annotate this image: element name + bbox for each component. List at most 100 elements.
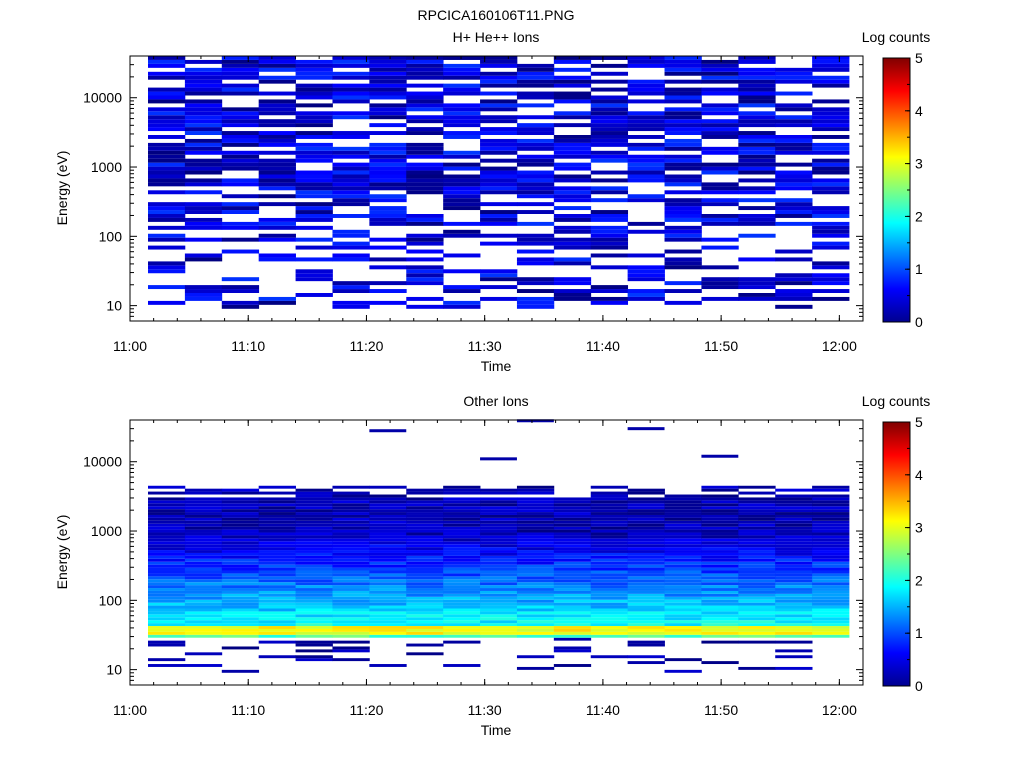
heatmap-cell bbox=[480, 269, 518, 274]
heatmap-cell bbox=[221, 289, 260, 293]
heatmap-cell bbox=[295, 541, 333, 545]
heatmap-cell bbox=[406, 605, 444, 609]
heatmap-cell bbox=[369, 111, 407, 116]
heatmap-cell bbox=[664, 593, 702, 597]
heatmap-cell bbox=[516, 535, 555, 539]
heatmap-cell bbox=[738, 634, 776, 638]
heatmap-cell bbox=[443, 229, 481, 234]
heatmap-cell bbox=[443, 558, 481, 562]
heatmap-cell bbox=[184, 523, 223, 527]
heatmap-cell bbox=[295, 582, 333, 586]
heatmap-cell bbox=[258, 558, 296, 562]
heatmap-cell bbox=[184, 555, 223, 559]
heatmap-cell bbox=[775, 281, 813, 286]
heatmap-cell bbox=[406, 75, 444, 80]
heatmap-cell bbox=[701, 150, 739, 155]
heatmap-cell bbox=[627, 570, 665, 574]
heatmap-cell bbox=[738, 631, 776, 635]
heatmap-cell bbox=[148, 91, 186, 96]
heatmap-cell bbox=[148, 87, 186, 92]
colorbar-tick-label: 5 bbox=[915, 50, 923, 66]
heatmap-cell bbox=[516, 67, 555, 72]
heatmap-cell bbox=[664, 623, 702, 627]
heatmap-cell bbox=[812, 634, 850, 638]
heatmap-cell bbox=[184, 561, 223, 565]
heatmap-cell bbox=[221, 634, 260, 638]
heatmap-cell bbox=[369, 142, 407, 147]
heatmap-cell bbox=[812, 555, 850, 559]
colorbar-tick-label: 3 bbox=[915, 520, 923, 536]
heatmap-cell bbox=[369, 590, 407, 594]
heatmap-cell bbox=[443, 555, 481, 559]
heatmap-cell bbox=[406, 304, 444, 309]
heatmap-cell bbox=[221, 623, 260, 627]
heatmap-cell bbox=[406, 614, 444, 618]
heatmap-cell bbox=[295, 158, 333, 163]
heatmap-cell bbox=[184, 558, 223, 562]
heatmap-cell bbox=[369, 174, 407, 179]
heatmap-cell bbox=[221, 626, 260, 629]
heatmap-cell bbox=[148, 552, 186, 556]
heatmap-cell bbox=[406, 596, 444, 600]
heatmap-cell bbox=[812, 119, 850, 124]
heatmap-cell bbox=[775, 500, 813, 504]
heatmap-cell bbox=[664, 115, 702, 120]
x-tick-label: 11:00 bbox=[113, 702, 147, 718]
heatmap-cell bbox=[184, 296, 223, 301]
heatmap-cell bbox=[332, 593, 370, 597]
heatmap-cell bbox=[516, 558, 555, 562]
heatmap-cell bbox=[295, 186, 333, 191]
heatmap-cell bbox=[369, 526, 407, 530]
heatmap-cell bbox=[812, 289, 850, 293]
heatmap-cell bbox=[480, 166, 518, 171]
heatmap-cell bbox=[443, 514, 481, 518]
x-tick-label: 11:50 bbox=[704, 702, 738, 718]
heatmap-cell bbox=[148, 517, 186, 521]
heatmap-cell bbox=[627, 529, 665, 533]
heatmap-cell bbox=[369, 166, 407, 171]
heatmap-cell bbox=[369, 544, 407, 548]
heatmap-cell bbox=[443, 285, 481, 290]
heatmap-cell bbox=[480, 602, 518, 606]
heatmap-cell bbox=[369, 512, 407, 515]
y-axis-label: Energy (eV) bbox=[54, 151, 70, 226]
heatmap-cell bbox=[516, 233, 555, 238]
heatmap-cell bbox=[443, 573, 481, 577]
heatmap-cell bbox=[590, 491, 629, 495]
heatmap-cell bbox=[701, 494, 739, 498]
heatmap-cell bbox=[369, 281, 407, 286]
heatmap-cell bbox=[258, 582, 296, 586]
heatmap-cell bbox=[295, 75, 333, 80]
heatmap-cell bbox=[443, 56, 481, 60]
heatmap-cell bbox=[184, 634, 223, 638]
heatmap-cell bbox=[332, 56, 370, 60]
heatmap-cell bbox=[812, 532, 850, 536]
heatmap-cell bbox=[295, 512, 333, 515]
heatmap-cell bbox=[258, 506, 296, 510]
heatmap-cell bbox=[812, 623, 850, 627]
heatmap-cell bbox=[443, 567, 481, 571]
heatmap-cell bbox=[148, 119, 186, 124]
heatmap-cell bbox=[148, 509, 186, 513]
heatmap-cell bbox=[480, 541, 518, 545]
heatmap-cell bbox=[221, 488, 260, 492]
heatmap-cell bbox=[553, 56, 592, 60]
heatmap-cell bbox=[332, 588, 370, 591]
heatmap-cell bbox=[332, 649, 370, 653]
heatmap-cell bbox=[480, 509, 518, 513]
heatmap-cell bbox=[369, 538, 407, 542]
heatmap-cell bbox=[701, 135, 739, 139]
heatmap-cell bbox=[480, 617, 518, 621]
heatmap-cell bbox=[664, 520, 702, 524]
heatmap-cell bbox=[664, 628, 702, 632]
heatmap-cell bbox=[627, 170, 665, 175]
heatmap-cell bbox=[295, 649, 333, 653]
heatmap-cell bbox=[480, 514, 518, 518]
heatmap-cell bbox=[258, 237, 296, 242]
heatmap-cell bbox=[812, 214, 850, 218]
heatmap-cell bbox=[295, 488, 333, 492]
heatmap-cell bbox=[516, 296, 555, 301]
heatmap-cell bbox=[221, 631, 260, 635]
heatmap-cell bbox=[295, 588, 333, 591]
heatmap-cell bbox=[553, 178, 592, 183]
